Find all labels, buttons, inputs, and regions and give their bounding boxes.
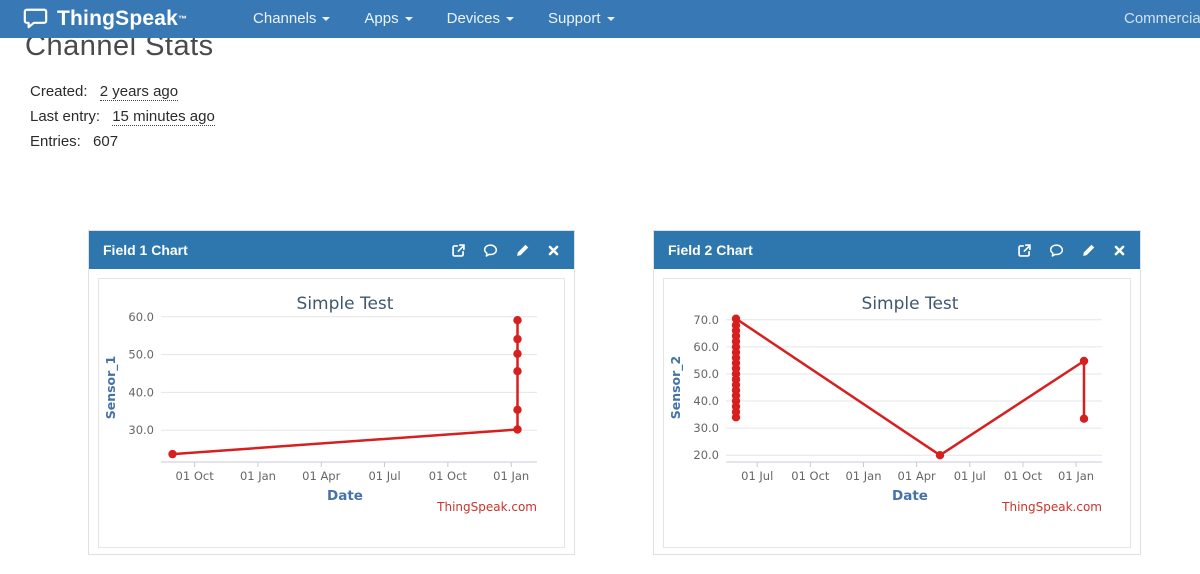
speech-bubble-logo-icon — [23, 8, 48, 29]
last-entry-row: Last entry: 15 minutes ago — [30, 104, 1200, 129]
chart-title: Simple Test — [862, 294, 959, 314]
y-tick-label: 50.0 — [128, 348, 154, 362]
last-entry-value: 15 minutes ago — [112, 108, 215, 126]
data-point — [1079, 414, 1089, 423]
nav-item-devices[interactable]: Devices — [447, 0, 514, 38]
trademark-symbol: ™ — [178, 14, 188, 24]
nav-menu: Channels Apps Devices Support — [253, 0, 615, 38]
panel-header-actions — [1017, 243, 1126, 258]
panel-header-actions — [451, 243, 560, 258]
x-tick-label: 01 Jul — [741, 469, 773, 483]
y-tick-label: 40.0 — [128, 385, 154, 399]
close-icon[interactable] — [547, 244, 560, 257]
brand-name: ThingSpeak — [57, 7, 179, 30]
x-tick-label: 01 Apr — [302, 469, 340, 483]
x-tick-label: 01 Oct — [791, 469, 830, 483]
data-point — [513, 405, 522, 414]
nav-item-label: Channels — [253, 10, 317, 27]
x-tick-label: 01 Jul — [954, 469, 986, 483]
x-axis-title: Date — [327, 488, 363, 504]
data-point — [168, 449, 177, 459]
chevron-down-icon — [505, 17, 514, 21]
nav-item-support[interactable]: Support — [548, 0, 615, 38]
external-link-icon[interactable] — [451, 243, 466, 258]
pencil-icon[interactable] — [515, 243, 530, 258]
field-2-chart-panel: Field 2 Chart 20.0 30.0 40.0 50.0 60.0 70.0 01… — [653, 230, 1141, 555]
x-tick-label: 01 Jan — [240, 469, 276, 483]
comment-icon[interactable] — [483, 243, 498, 258]
panel-body: 30.0 40.0 50.0 60.0 01 Oct 01 Jan 01 Apr 01 Jul… — [89, 269, 574, 557]
panel-title: Field 2 Chart — [668, 242, 753, 258]
field-1-chart-panel: Field 1 Chart 30.0 40.0 50.0 60.0 01 Oct 01 J… — [88, 230, 575, 555]
x-tick-label: 01 Jan — [845, 469, 881, 483]
x-tick-label: 01 Oct — [1004, 469, 1043, 483]
x-tick-label: 01 Oct — [176, 469, 215, 483]
last-entry-label: Last entry: — [30, 108, 101, 125]
x-axis-title: Date — [892, 488, 928, 504]
pencil-icon[interactable] — [1081, 243, 1096, 258]
field-1-chart-canvas: 30.0 40.0 50.0 60.0 01 Oct 01 Jan 01 Apr 01 Jul… — [98, 278, 565, 548]
chart-credit: ThingSpeak.com — [436, 500, 537, 514]
y-tick-label: 20.0 — [693, 448, 719, 462]
series-line — [172, 320, 519, 456]
y-tick-label: 30.0 — [693, 421, 719, 435]
field-2-chart-canvas: 20.0 30.0 40.0 50.0 60.0 70.0 01 Jul 01 Oct 01 J… — [663, 278, 1131, 548]
y-tick-label: 50.0 — [693, 367, 719, 381]
panel-body: 20.0 30.0 40.0 50.0 60.0 70.0 01 Jul 01 Oct 01 J… — [654, 269, 1140, 557]
data-point — [1079, 356, 1089, 366]
chevron-down-icon — [404, 17, 413, 21]
y-axis-title: Sensor_2 — [668, 356, 684, 420]
data-point — [513, 334, 522, 344]
chart-svg: 30.0 40.0 50.0 60.0 01 Oct 01 Jan 01 Apr 01 Jul… — [103, 294, 537, 514]
nav-item-label: Devices — [446, 10, 500, 27]
x-tick-label: 01 Oct — [429, 469, 468, 483]
data-point — [513, 425, 522, 434]
data-point — [513, 367, 522, 376]
external-link-icon[interactable] — [1017, 243, 1032, 258]
thingspeak-logo[interactable]: ThingSpeak ™ — [0, 7, 187, 31]
entries-row: Entries: 607 — [30, 129, 1200, 154]
comment-icon[interactable] — [1049, 243, 1064, 258]
chart-credit: ThingSpeak.com — [1001, 500, 1102, 514]
created-value: 2 years ago — [99, 83, 179, 101]
x-tick-label: 01 Apr — [898, 469, 936, 483]
nav-item-label: Support — [547, 10, 601, 27]
series-line — [734, 317, 1086, 457]
y-tick-label: 70.0 — [693, 313, 719, 327]
chart-svg: 20.0 30.0 40.0 50.0 60.0 70.0 01 Jul 01 Oct 01 J… — [668, 294, 1102, 514]
panel-title: Field 1 Chart — [103, 242, 188, 258]
x-tick-label: 01 Jul — [368, 469, 400, 483]
panel-header: Field 2 Chart — [654, 231, 1140, 269]
y-tick-label: 60.0 — [693, 340, 719, 354]
chart-title: Simple Test — [297, 294, 394, 314]
data-point — [731, 314, 741, 323]
data-point — [935, 451, 945, 460]
channel-meta: Created: 2 years ago Last entry: 15 minu… — [30, 79, 1200, 154]
x-tick-label: 01 Jan — [493, 469, 529, 483]
close-icon[interactable] — [1113, 244, 1126, 257]
nav-item-commercial-use[interactable]: Commercial Use — [1124, 10, 1200, 27]
top-navbar: ThingSpeak ™ Channels Apps Devices Suppor… — [0, 0, 1200, 38]
data-point — [731, 321, 741, 330]
chevron-down-icon — [606, 17, 615, 21]
y-tick-label: 60.0 — [128, 310, 154, 324]
nav-item-label: Apps — [364, 10, 399, 27]
created-label: Created: — [30, 83, 88, 100]
created-row: Created: 2 years ago — [30, 79, 1200, 104]
nav-item-channels[interactable]: Channels — [253, 0, 331, 38]
y-axis-title: Sensor_1 — [103, 356, 119, 420]
entries-value: 607 — [93, 133, 119, 150]
data-point — [513, 316, 522, 325]
data-point — [513, 349, 522, 358]
panel-header: Field 1 Chart — [89, 231, 574, 269]
nav-item-apps[interactable]: Apps — [364, 0, 413, 38]
entries-label: Entries: — [30, 133, 81, 150]
x-tick-label: 01 Jan — [1058, 469, 1094, 483]
y-tick-label: 30.0 — [128, 423, 154, 437]
chevron-down-icon — [322, 17, 331, 21]
y-tick-label: 40.0 — [693, 394, 719, 408]
